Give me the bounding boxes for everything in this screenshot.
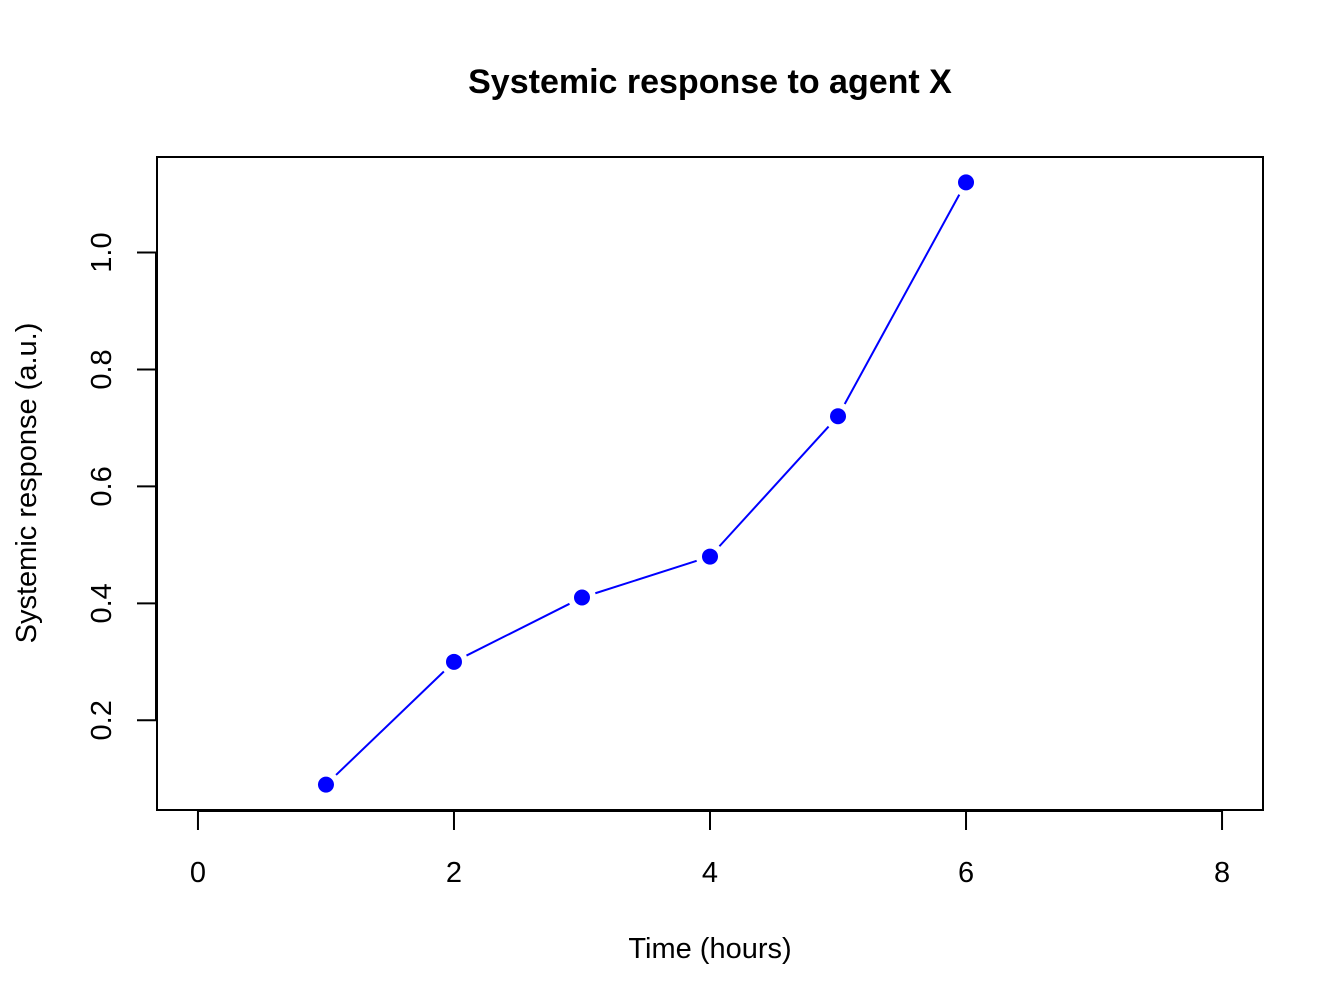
x-tick-label: 8 bbox=[1214, 857, 1230, 889]
series-group bbox=[317, 174, 975, 793]
x-tick-label: 6 bbox=[958, 857, 974, 889]
y-tick-label: 0.4 bbox=[86, 583, 118, 623]
y-tick-label: 0.8 bbox=[86, 349, 118, 389]
series-segment bbox=[335, 670, 445, 776]
x-axis: 0 2 4 6 8 bbox=[190, 810, 1230, 889]
x-tick-label: 0 bbox=[190, 857, 206, 889]
plot-frame bbox=[156, 156, 1264, 811]
x-tick-label: 4 bbox=[702, 857, 718, 889]
data-point bbox=[445, 653, 462, 670]
data-point bbox=[317, 776, 334, 793]
data-point bbox=[702, 548, 718, 565]
chart-title: Systemic response to agent X bbox=[468, 63, 952, 101]
x-axis-label: Time (hours) bbox=[628, 933, 791, 965]
data-point bbox=[830, 408, 847, 425]
data-point bbox=[573, 589, 590, 606]
data-point bbox=[958, 174, 975, 191]
y-axis: 0.2 0.4 0.6 0.8 1.0 bbox=[86, 232, 157, 740]
y-tick-label: 0.2 bbox=[86, 700, 118, 740]
y-axis-label: Systemic response (a.u.) bbox=[11, 323, 43, 644]
series-segment bbox=[466, 602, 570, 657]
y-tick-label: 1.0 bbox=[86, 232, 118, 272]
y-tick-label: 0.6 bbox=[86, 466, 118, 506]
series-segment bbox=[718, 425, 830, 547]
x-tick-label: 2 bbox=[446, 857, 462, 889]
series-segment bbox=[595, 559, 697, 595]
series-segment bbox=[843, 194, 961, 405]
